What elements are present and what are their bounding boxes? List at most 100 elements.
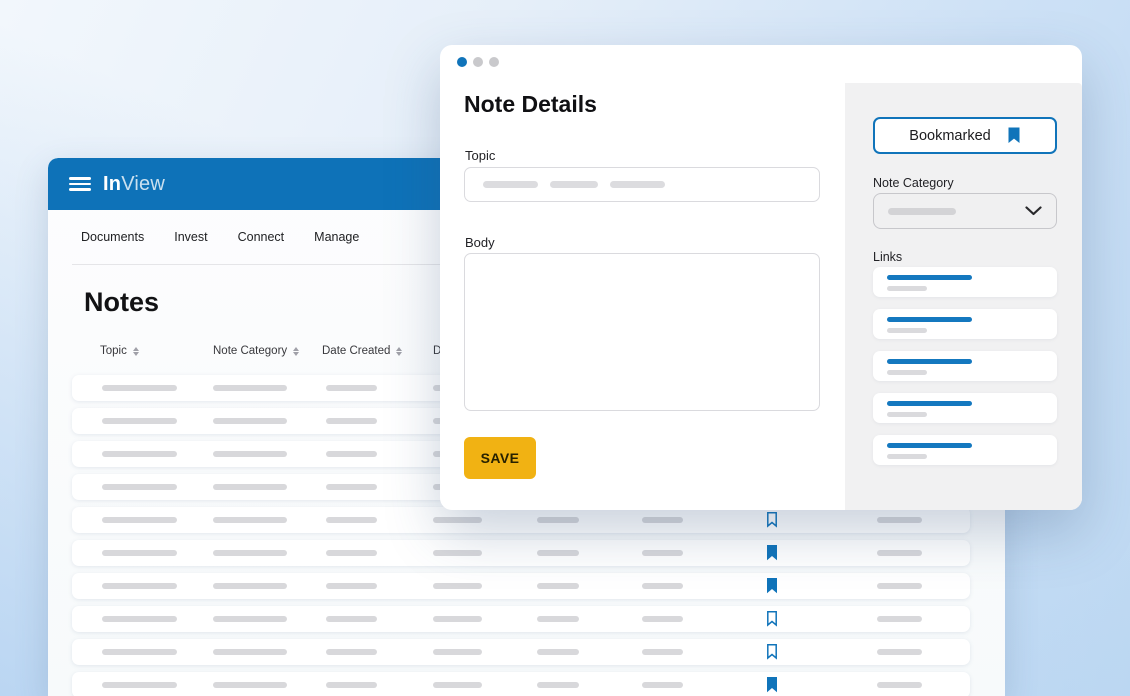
- cell-placeholder-col4: [433, 517, 482, 523]
- bookmark-icon[interactable]: [765, 676, 779, 694]
- cell-placeholder-category: [213, 616, 287, 622]
- cell-placeholder-topic: [102, 583, 177, 589]
- cell-placeholder-category: [213, 385, 287, 391]
- cell-placeholder-col5: [537, 682, 579, 688]
- save-button[interactable]: SAVE: [464, 437, 536, 479]
- cell-placeholder-category: [213, 550, 287, 556]
- links-list: [873, 267, 1057, 477]
- window-dot-blue[interactable]: [457, 57, 467, 67]
- cell-placeholder-col8: [877, 550, 922, 556]
- link-subtext-placeholder: [887, 370, 927, 375]
- sort-icon: [132, 346, 139, 356]
- column-header-topic[interactable]: Topic: [100, 345, 139, 357]
- window-dots: [457, 57, 499, 67]
- cell-placeholder-col5: [537, 649, 579, 655]
- table-row[interactable]: [72, 606, 970, 632]
- column-header-clipped[interactable]: D: [433, 345, 442, 357]
- note-category-select[interactable]: [873, 193, 1057, 229]
- input-placeholder-bar: [483, 181, 538, 188]
- tab-invest[interactable]: Invest: [174, 230, 208, 244]
- window-dot-gray[interactable]: [489, 57, 499, 67]
- cell-placeholder-col8: [877, 682, 922, 688]
- bookmarked-label: Bookmarked: [909, 127, 991, 144]
- cell-placeholder-col6: [642, 583, 683, 589]
- bookmarked-toggle-button[interactable]: Bookmarked: [873, 117, 1057, 154]
- link-text-placeholder: [887, 443, 972, 448]
- cell-placeholder-col5: [537, 517, 579, 523]
- table-row[interactable]: [72, 507, 970, 533]
- link-subtext-placeholder: [887, 286, 927, 291]
- sort-icon: [396, 346, 403, 356]
- cell-placeholder-col4: [433, 583, 482, 589]
- table-row[interactable]: [72, 540, 970, 566]
- tab-documents[interactable]: Documents: [81, 230, 145, 244]
- modal-title: Note Details: [464, 91, 597, 117]
- link-item[interactable]: [873, 435, 1057, 465]
- hamburger-menu-icon[interactable]: [69, 177, 91, 191]
- links-label: Links: [873, 250, 903, 264]
- cell-placeholder-col4: [433, 649, 482, 655]
- table-row[interactable]: [72, 639, 970, 665]
- page-title: Notes: [84, 287, 160, 317]
- note-category-label: Note Category: [873, 176, 954, 190]
- link-item[interactable]: [873, 393, 1057, 423]
- app-logo: InView: [103, 173, 165, 196]
- logo-light-text: View: [121, 172, 165, 195]
- topic-label: Topic: [465, 148, 496, 163]
- cell-placeholder-date-created: [326, 616, 377, 622]
- column-header-date-created[interactable]: Date Created: [322, 345, 403, 357]
- link-text-placeholder: [887, 401, 972, 406]
- select-placeholder-bar: [888, 207, 956, 215]
- cell-placeholder-col6: [642, 682, 683, 688]
- link-item[interactable]: [873, 309, 1057, 339]
- cell-placeholder-col5: [537, 550, 579, 556]
- cell-placeholder-category: [213, 649, 287, 655]
- bookmark-icon[interactable]: [765, 544, 779, 562]
- link-item[interactable]: [873, 351, 1057, 381]
- table-row[interactable]: [72, 672, 970, 696]
- link-subtext-placeholder: [887, 328, 927, 333]
- cell-placeholder-date-created: [326, 550, 377, 556]
- cell-placeholder-col6: [642, 550, 683, 556]
- body-textarea[interactable]: [464, 253, 820, 411]
- cell-placeholder-topic: [102, 682, 177, 688]
- cell-placeholder-col6: [642, 616, 683, 622]
- cell-placeholder-category: [213, 484, 287, 490]
- cell-placeholder-topic: [102, 418, 177, 424]
- tab-connect[interactable]: Connect: [237, 230, 285, 244]
- link-text-placeholder: [887, 275, 972, 280]
- topic-input[interactable]: [464, 167, 820, 202]
- tab-manage[interactable]: Manage: [314, 230, 360, 244]
- cell-placeholder-topic: [102, 484, 177, 490]
- bookmark-icon[interactable]: [765, 511, 779, 529]
- cell-placeholder-date-created: [326, 451, 377, 457]
- bookmark-icon[interactable]: [765, 610, 779, 628]
- link-subtext-placeholder: [887, 454, 927, 459]
- cell-placeholder-col5: [537, 583, 579, 589]
- cell-placeholder-category: [213, 682, 287, 688]
- cell-placeholder-col8: [877, 616, 922, 622]
- cell-placeholder-col8: [877, 517, 922, 523]
- window-dot-gray[interactable]: [473, 57, 483, 67]
- cell-placeholder-date-created: [326, 385, 377, 391]
- cell-placeholder-col4: [433, 550, 482, 556]
- cell-placeholder-col6: [642, 649, 683, 655]
- sort-icon: [293, 346, 300, 356]
- bookmark-filled-icon: [1008, 127, 1020, 143]
- table-row[interactable]: [72, 573, 970, 599]
- body-label: Body: [465, 235, 495, 250]
- link-subtext-placeholder: [887, 412, 927, 417]
- link-item[interactable]: [873, 267, 1057, 297]
- cell-placeholder-col5: [537, 616, 579, 622]
- cell-placeholder-col8: [877, 583, 922, 589]
- cell-placeholder-col6: [642, 517, 683, 523]
- input-placeholder-bar: [550, 181, 598, 188]
- column-header-note-category[interactable]: Note Category: [213, 345, 300, 357]
- link-text-placeholder: [887, 359, 972, 364]
- input-placeholder-bar: [610, 181, 665, 188]
- bookmark-icon[interactable]: [765, 577, 779, 595]
- cell-placeholder-topic: [102, 517, 177, 523]
- cell-placeholder-date-created: [326, 682, 377, 688]
- bookmark-icon[interactable]: [765, 643, 779, 661]
- note-details-modal: Note Details Topic Body SAVE Bookmarked …: [440, 45, 1082, 510]
